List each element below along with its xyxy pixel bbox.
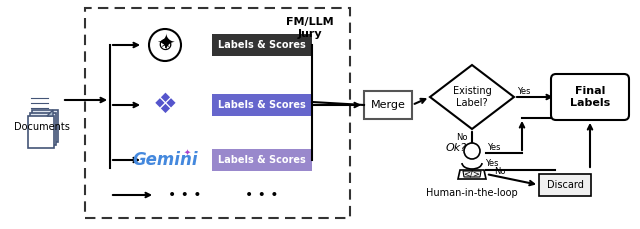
Text: Yes: Yes [487,144,500,153]
Text: No: No [494,166,506,175]
Text: Human-in-the-loop: Human-in-the-loop [426,188,518,198]
Text: Documents: Documents [14,122,70,132]
Text: </>: </> [463,169,481,178]
Text: • • •: • • • [245,188,279,202]
Bar [539,174,591,196]
Text: Merge: Merge [371,100,405,110]
Text: No: No [456,133,468,142]
Text: FM/LLM
Jury: FM/LLM Jury [286,17,334,39]
Bar [212,149,312,171]
Circle shape [149,29,181,61]
Text: Labels & Scores: Labels & Scores [218,100,306,110]
Polygon shape [430,65,514,129]
Text: Gemini: Gemini [132,151,198,169]
Bar [212,34,312,56]
Text: ⊛: ⊛ [157,36,173,54]
Circle shape [464,143,480,159]
FancyBboxPatch shape [30,113,56,145]
Text: Ok?: Ok? [446,143,467,153]
FancyBboxPatch shape [28,116,54,148]
Text: • • •: • • • [168,188,202,202]
FancyBboxPatch shape [32,110,58,142]
Bar [364,91,412,119]
FancyBboxPatch shape [551,74,629,120]
Text: Yes: Yes [485,158,499,167]
Text: Labels & Scores: Labels & Scores [218,155,306,165]
Bar [85,8,350,218]
Bar [212,94,312,116]
Text: Existing
Label?: Existing Label? [452,86,492,108]
Polygon shape [47,110,53,116]
Text: ✦: ✦ [156,35,174,55]
Text: Labels & Scores: Labels & Scores [218,40,306,50]
Text: ❖: ❖ [152,91,177,119]
Text: Final
Labels: Final Labels [570,86,610,108]
Text: Yes: Yes [517,87,531,95]
Polygon shape [463,171,481,177]
Text: Discard: Discard [547,180,584,190]
Polygon shape [458,170,486,179]
Text: ✦: ✦ [184,147,191,156]
